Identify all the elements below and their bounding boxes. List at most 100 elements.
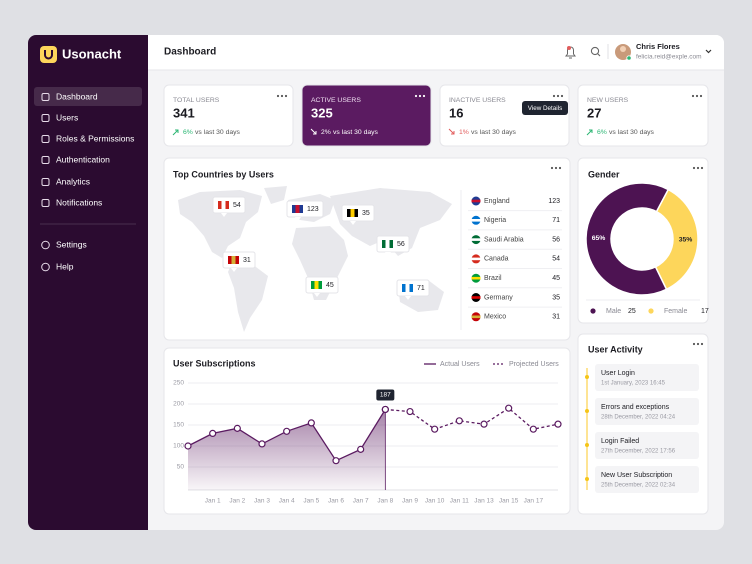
stat-label: TOTAL USERS (173, 97, 220, 104)
more-dot[interactable] (560, 94, 564, 98)
stat-label: NEW USERS (587, 97, 629, 104)
logo-glyph (44, 50, 53, 60)
point (381, 405, 389, 414)
more-dot[interactable] (695, 94, 699, 98)
point (431, 425, 439, 433)
nav-item[interactable]: Dashboard (56, 91, 98, 101)
country-name: Germany (484, 294, 513, 301)
stat-change: 6% (597, 129, 607, 136)
more-dot[interactable] (692, 342, 696, 346)
country-name: Mexico (484, 314, 506, 321)
more-dot[interactable] (692, 166, 696, 170)
more-dot[interactable] (696, 342, 700, 346)
nav-icon (41, 178, 50, 186)
nav-item[interactable]: Authentication (56, 154, 110, 164)
country-name: England (484, 198, 510, 205)
nav-item[interactable]: Help (56, 261, 74, 271)
trend-arrow (448, 128, 455, 135)
x-tick-label: Jan 10 (425, 498, 445, 505)
more-dot[interactable] (556, 94, 560, 98)
more-dot[interactable] (422, 94, 426, 98)
pin-value: 45 (326, 282, 334, 289)
stat-note: vs last 30 days (471, 129, 517, 136)
x-tick-label: Jan 6 (328, 498, 344, 505)
point (554, 420, 562, 428)
activity-item[interactable] (595, 466, 699, 493)
card-title: User Subscriptions (173, 358, 256, 368)
more-dot[interactable] (414, 94, 418, 98)
flag-band (471, 199, 481, 203)
more-dot[interactable] (696, 166, 700, 170)
legend-count: 17 (701, 308, 709, 315)
search-icon[interactable] (590, 46, 600, 56)
more-dot[interactable] (552, 94, 556, 98)
more-dot[interactable] (418, 94, 422, 98)
user-menu-chevron[interactable] (705, 49, 712, 54)
tooltip-bg (522, 101, 568, 115)
timeline-dot (585, 477, 589, 481)
legend-label: Projected Users (509, 361, 559, 368)
x-tick-label: Jan 7 (353, 498, 369, 505)
more-dot[interactable] (700, 342, 704, 346)
country-users: 35 (552, 294, 560, 301)
x-tick-label: Jan 8 (377, 498, 393, 505)
more-dot[interactable] (699, 94, 703, 98)
point (184, 442, 192, 450)
nav-active-bg (34, 87, 142, 106)
bell-icon[interactable] (565, 46, 576, 59)
country-name: Nigeria (484, 217, 506, 224)
point (209, 429, 217, 437)
pin-value: 31 (243, 257, 251, 264)
more-dot[interactable] (284, 94, 288, 98)
nav-item[interactable]: Roles & Permissions (56, 133, 134, 143)
nav-item[interactable]: Users (56, 112, 78, 122)
country-users: 56 (552, 236, 560, 243)
value-label: 187 (380, 392, 391, 399)
slice-label: 35% (679, 237, 693, 244)
nav-item[interactable]: Settings (56, 239, 87, 249)
donut-slice (585, 182, 670, 296)
activity-item[interactable] (595, 432, 699, 459)
more-dot[interactable] (550, 166, 554, 170)
header-bar (148, 35, 724, 70)
activity-item[interactable] (595, 398, 699, 425)
stat-card (301, 84, 432, 147)
x-tick-label: Jan 13 (474, 498, 494, 505)
stat-card (163, 84, 294, 147)
map-pin-tip (221, 213, 227, 217)
flag-band (471, 276, 481, 280)
avatar-face (620, 46, 626, 52)
map-land (228, 262, 268, 332)
sidebar (28, 35, 148, 530)
more-dot[interactable] (558, 166, 562, 170)
more-dot[interactable] (276, 94, 280, 98)
nav-icon (41, 156, 50, 164)
nav-item[interactable]: Notifications (56, 197, 102, 207)
x-tick-label: Jan 4 (279, 498, 295, 505)
nav-item[interactable]: Analytics (56, 176, 90, 186)
more-dot[interactable] (691, 94, 695, 98)
stat-label: INACTIVE USERS (449, 97, 506, 104)
y-tick-label: 200 (173, 401, 184, 408)
more-dot[interactable] (554, 166, 558, 170)
flag-band (385, 240, 390, 248)
more-dot[interactable] (280, 94, 284, 98)
stat-card (439, 84, 570, 147)
flag-band (471, 238, 481, 241)
trend-arrow (310, 128, 317, 135)
stat-change: 2% (321, 129, 331, 136)
x-tick-label: Jan 15 (499, 498, 519, 505)
flag-band (471, 219, 481, 222)
map-pin-tip (295, 217, 301, 221)
activity-item[interactable] (595, 364, 699, 391)
more-dot[interactable] (700, 166, 704, 170)
flag-band (314, 281, 319, 289)
activity-date: 28th December, 2022 04:24 (601, 415, 676, 421)
pin-value: 71 (417, 285, 425, 292)
flag-band (295, 205, 300, 213)
flag-band (471, 257, 481, 261)
legend-swatch (648, 308, 654, 314)
legend-label: Male (606, 308, 621, 315)
activity-date: 27th December, 2022 17:56 (601, 449, 676, 455)
